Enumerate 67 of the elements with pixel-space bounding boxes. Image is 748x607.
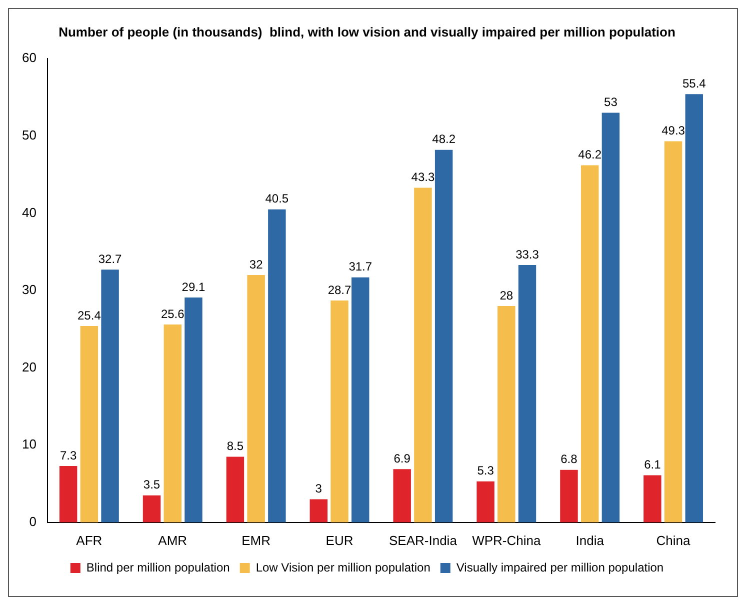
y-tick-label: 10 <box>22 436 36 452</box>
y-tick-label: 40 <box>22 204 36 220</box>
data-label: 55.4 <box>682 76 706 90</box>
bar <box>560 470 578 522</box>
chart-title: Number of people (in thousands) blind, with low vision and visually impaired per million population <box>58 24 676 40</box>
x-tick-label: India <box>576 532 605 548</box>
y-tick-label: 0 <box>29 514 36 529</box>
x-tick-label: WPR-China <box>472 532 542 548</box>
bar <box>434 150 453 522</box>
data-label: 53 <box>604 95 618 110</box>
data-label: 28.7 <box>328 282 352 297</box>
bar <box>310 499 328 522</box>
bar <box>101 270 119 522</box>
bar <box>80 326 98 522</box>
y-tick-label: 50 <box>22 127 36 142</box>
data-label: 32 <box>249 257 264 272</box>
data-label: 40.5 <box>265 192 289 206</box>
x-tick-label: EMR <box>242 532 271 548</box>
data-label: 5.3 <box>477 464 494 478</box>
x-tick-label: AMR <box>158 532 188 548</box>
bar <box>414 188 432 522</box>
data-label: 32.7 <box>98 252 122 266</box>
data-label: 6.1 <box>644 458 662 472</box>
bar <box>580 165 599 522</box>
data-label: 33.3 <box>516 247 540 262</box>
data-label: 6.9 <box>394 451 411 466</box>
bar <box>184 297 202 522</box>
legend-label: Blind per million population <box>86 560 230 574</box>
legend-label: Low Vision per million population <box>256 560 430 574</box>
bar <box>352 277 370 522</box>
data-label: 29.1 <box>182 280 206 294</box>
bar <box>247 275 265 522</box>
x-tick-label: China <box>656 532 692 548</box>
data-label: 28 <box>500 288 514 302</box>
data-label: 43.3 <box>411 170 435 184</box>
data-label: 3 <box>315 482 322 496</box>
bar <box>602 112 620 522</box>
x-tick-label: EUR <box>326 532 354 548</box>
bar <box>644 475 662 522</box>
data-label: 3.5 <box>143 478 160 492</box>
y-tick-label: 30 <box>22 282 36 298</box>
data-label: 6.8 <box>560 452 578 466</box>
bar <box>393 469 411 522</box>
x-tick-label: AFR <box>76 532 102 548</box>
bar <box>330 300 348 522</box>
x-tick-label: SEAR-India <box>388 532 458 548</box>
data-label: 25.6 <box>160 306 185 321</box>
data-label: 25.4 <box>78 308 102 322</box>
data-label: 7.3 <box>60 448 77 462</box>
data-label: 8.5 <box>226 439 244 454</box>
bar <box>268 209 286 522</box>
bar <box>476 481 494 522</box>
y-tick-label: 60 <box>22 50 36 66</box>
legend-label: Visually impaired per million population <box>456 560 664 574</box>
data-label: 49.3 <box>662 124 686 138</box>
bar <box>685 94 704 522</box>
data-label: 48.2 <box>432 132 456 146</box>
bar <box>142 495 161 522</box>
bar <box>498 306 516 522</box>
data-label: 31.7 <box>348 260 372 274</box>
y-tick-label: 20 <box>22 359 36 374</box>
data-label: 46.2 <box>578 148 602 162</box>
bar <box>518 264 536 522</box>
bar <box>59 466 78 522</box>
bar <box>164 324 182 522</box>
bar <box>664 141 682 522</box>
bar <box>226 456 244 522</box>
